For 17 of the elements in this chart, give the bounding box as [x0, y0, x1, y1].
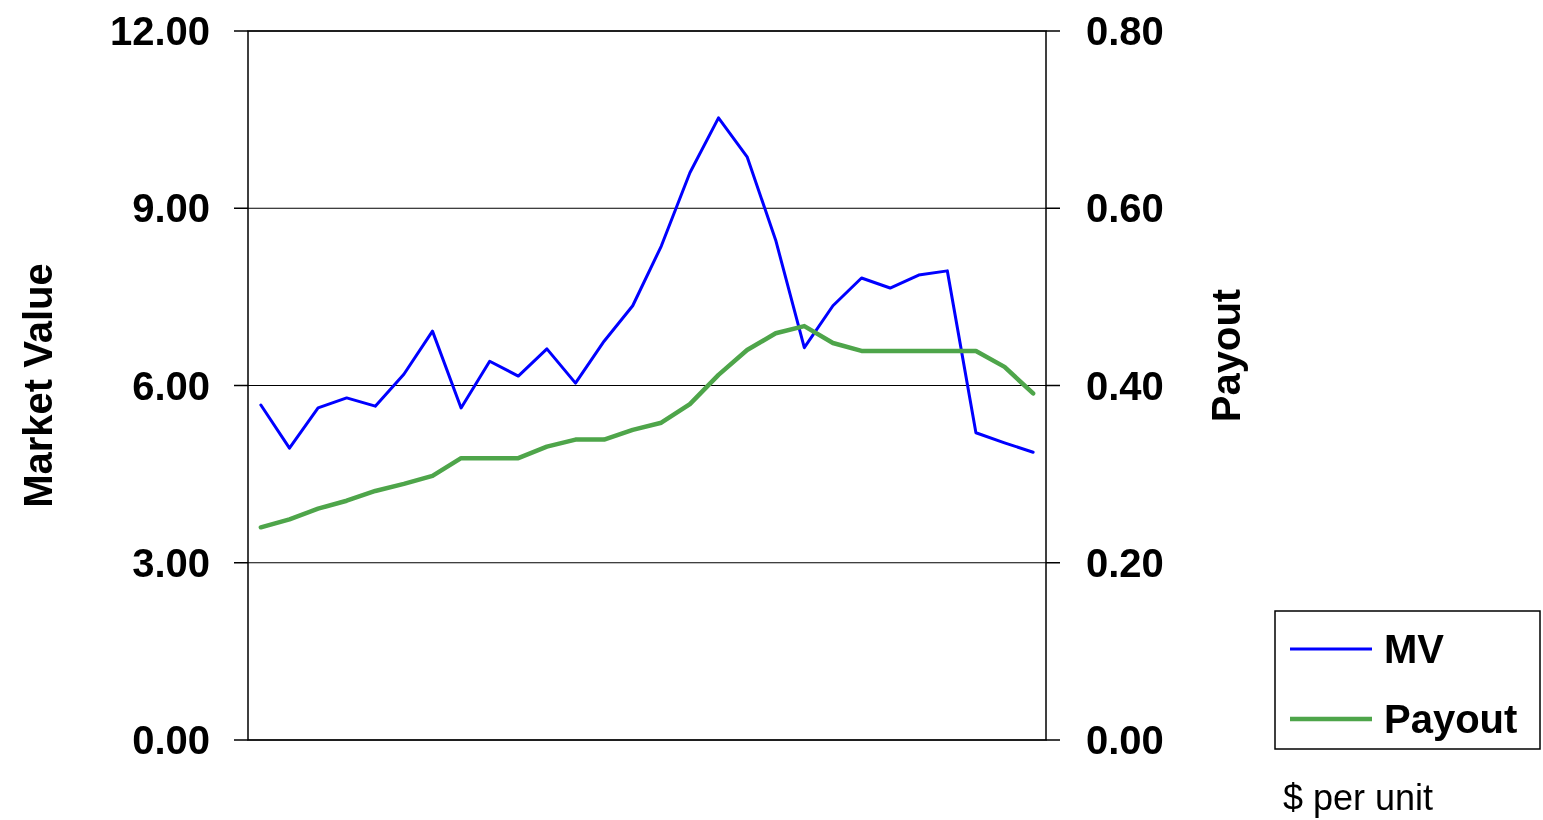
- y2-tick-label: 0.40: [1086, 363, 1164, 408]
- y2-axis-title: Payout: [1204, 288, 1248, 423]
- y-tick-label: 12.00: [109, 9, 210, 53]
- y-tick-label: 3.00: [132, 540, 210, 585]
- y2-tick-label: 0.00: [1086, 718, 1164, 762]
- y-tick-label: 0.00: [132, 718, 210, 762]
- text: $ per unit: [1283, 776, 1434, 818]
- y-tick-label: 6.00: [132, 363, 210, 408]
- line-series: [258, 323, 1036, 530]
- y2-tick-label: 0.80: [1086, 9, 1164, 53]
- line-series: [259, 116, 1035, 454]
- legend-label: MV: [1384, 627, 1445, 671]
- legend-label: Payout: [1384, 697, 1518, 741]
- y-tick-label: 9.00: [132, 186, 210, 231]
- y2-tick-label: 0.60: [1086, 186, 1164, 231]
- y-axis-title: Market Value: [16, 263, 60, 508]
- y2-tick-label: 0.20: [1086, 540, 1164, 585]
